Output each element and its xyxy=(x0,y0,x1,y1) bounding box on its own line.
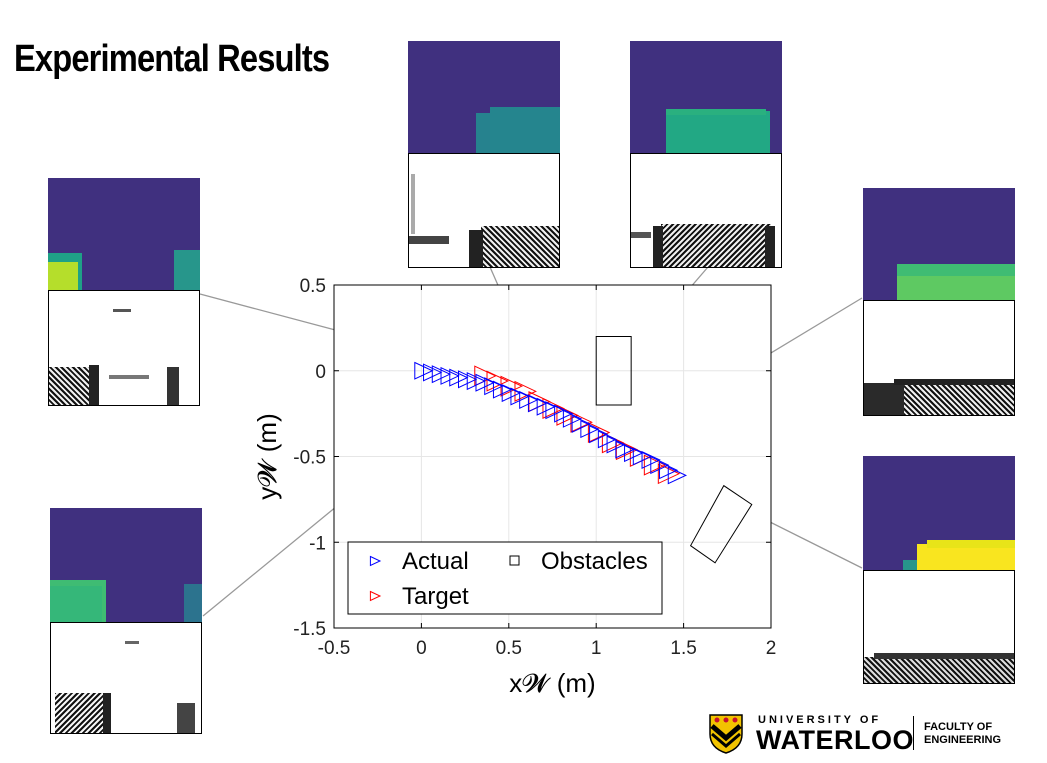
depth-image xyxy=(408,41,560,153)
obstacle-box xyxy=(689,484,753,564)
actual-marker xyxy=(667,466,688,485)
y-tick-label: -1.5 xyxy=(293,619,326,640)
university-logo: UNIVERSITY OF WATERLOO FACULTY OF ENGINE… xyxy=(706,712,1026,758)
university-name: WATERLOO xyxy=(756,725,914,755)
camera-view-left-top xyxy=(48,178,200,406)
camera-view-right-bottom xyxy=(863,456,1015,684)
plot-frame xyxy=(333,284,772,629)
occupancy-image xyxy=(408,153,560,268)
occupancy-image xyxy=(863,570,1015,684)
y-tick-label: 0 xyxy=(315,362,326,383)
legend-obstacle-label: Obstacles xyxy=(541,548,648,575)
camera-view-left-bottom xyxy=(50,508,202,734)
crest-icon xyxy=(709,714,743,754)
target-marker xyxy=(615,439,639,461)
logo-divider xyxy=(913,716,914,750)
slide-title: Experimental Results xyxy=(14,38,330,80)
x-tick-label: 2 xyxy=(766,638,777,659)
y-tick-label: -1 xyxy=(309,533,326,554)
occupancy-image xyxy=(863,300,1015,416)
camera-view-top-right xyxy=(630,41,782,268)
legend-box xyxy=(347,541,663,615)
legend-actual-marker xyxy=(369,555,382,567)
camera-view-top-left xyxy=(408,41,560,268)
occupancy-image xyxy=(48,290,200,406)
depth-image xyxy=(630,41,782,153)
target-marker xyxy=(556,404,579,426)
x-tick-label: 1.5 xyxy=(670,638,696,659)
depth-image xyxy=(48,178,200,290)
university-line: UNIVERSITY OF xyxy=(758,714,882,726)
x-tick-label: 0.5 xyxy=(496,638,522,659)
depth-image xyxy=(863,188,1015,300)
y-tick-label: 0.5 xyxy=(300,276,326,297)
depth-image xyxy=(50,508,202,622)
faculty-line-1: FACULTY OF xyxy=(924,721,993,733)
x-tick-label: 1 xyxy=(591,638,602,659)
legend-obstacle-marker xyxy=(509,555,520,566)
target-marker xyxy=(542,397,565,420)
occupancy-image xyxy=(50,622,202,734)
x-tick-label: 0 xyxy=(416,638,427,659)
legend-target-marker xyxy=(369,590,382,602)
target-marker xyxy=(486,370,509,392)
faculty-line-2: ENGINEERING xyxy=(924,734,1002,746)
y-tick-label: -0.5 xyxy=(293,448,326,469)
obstacle-box xyxy=(595,335,632,406)
x-axis-label: x𝓦 (m) xyxy=(509,668,595,698)
occupancy-image xyxy=(630,153,782,268)
x-tick-label: -0.5 xyxy=(318,638,351,659)
camera-view-right-top xyxy=(863,188,1015,416)
target-marker xyxy=(643,454,667,476)
depth-image xyxy=(863,456,1015,570)
legend-actual-label: Actual xyxy=(402,548,469,575)
legend-target-label: Target xyxy=(402,583,469,610)
y-axis-label: y𝓦 (m) xyxy=(252,413,282,499)
